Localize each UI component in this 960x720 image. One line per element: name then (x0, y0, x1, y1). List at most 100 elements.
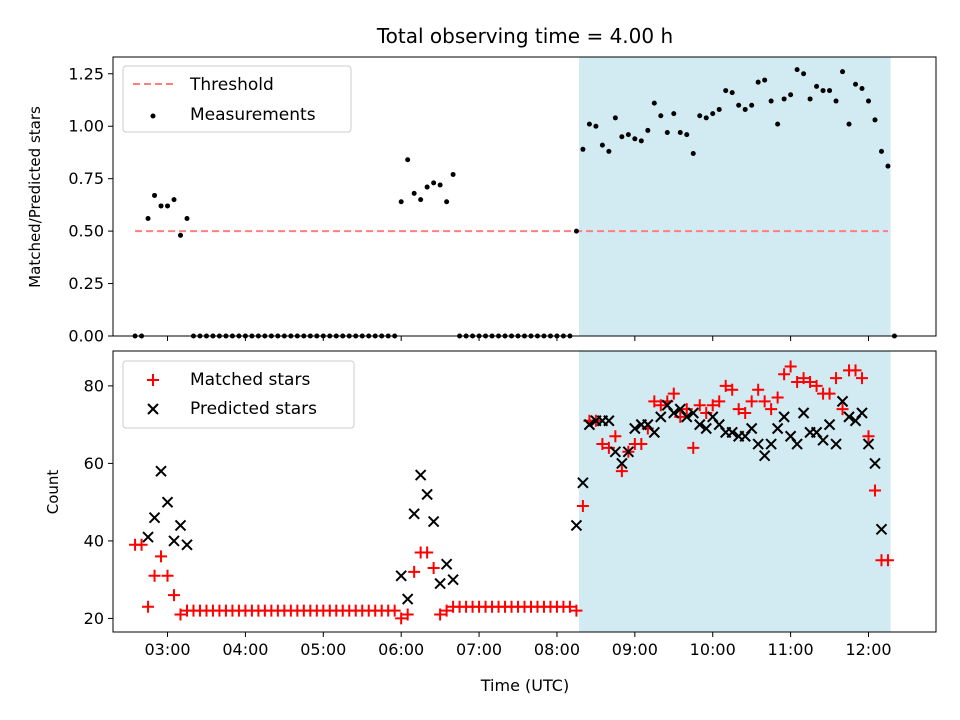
matched-star-point (440, 604, 453, 617)
matched-star-point (596, 438, 609, 451)
measurement-point (411, 190, 417, 196)
x-tick-label: 11:00 (768, 640, 814, 659)
measurement-point (762, 77, 768, 83)
measurement-point (872, 117, 878, 123)
predicted-star-point (395, 570, 407, 582)
matched-star-point (609, 430, 622, 443)
matched-star-point (648, 395, 661, 408)
matched-star-point (135, 538, 148, 551)
measurement-point (710, 111, 716, 117)
matched-star-point (849, 364, 862, 377)
predicted-star-point (421, 488, 433, 501)
measurement-point (749, 102, 755, 108)
bottom-x-ticks: 03:00 04:00 05:00 06:00 07:00 08:00 09:00 10:00… (144, 632, 892, 659)
matched-star-point (174, 608, 187, 621)
matched-star-point (836, 403, 849, 416)
measurement-point (606, 148, 612, 154)
measurement-point (619, 134, 625, 140)
predicted-star-point (148, 511, 161, 524)
measurement-point (632, 136, 638, 142)
x-tick-label: 08:00 (534, 640, 580, 659)
matched-star-point (635, 438, 648, 451)
matched-star-point (654, 399, 667, 412)
matched-star-point (778, 368, 791, 381)
measurement-point (580, 146, 586, 152)
predicted-star-point (408, 508, 420, 520)
matched-star-point (142, 600, 155, 613)
predicted-star-point (622, 446, 635, 458)
bottom-y-ticks: 20 40 60 80 (84, 376, 113, 628)
measurement-point (840, 69, 846, 75)
predicted-star-point (155, 465, 167, 477)
measurement-point (716, 106, 722, 112)
top-legend-box (122, 65, 352, 133)
predicted-star-point (629, 422, 641, 435)
predicted-star-point (440, 558, 453, 570)
x-tick-label: 06:00 (378, 640, 424, 659)
bottom-y-axis-label: Count (44, 470, 62, 515)
predicted-star-point (570, 519, 583, 532)
top-x-ticks (167, 336, 869, 341)
y-tick-label: 20 (84, 609, 104, 628)
predicted-star-point (434, 577, 446, 590)
predicted-star-point (168, 535, 180, 547)
matched-star-point (563, 600, 576, 613)
predicted-star-point (609, 446, 622, 458)
matched-star-point (771, 391, 784, 404)
matched-star-point (388, 604, 401, 617)
matched-star-point (791, 376, 804, 389)
measurement-point (878, 148, 884, 154)
measurement-point (788, 92, 794, 98)
y-tick-label: 1.00 (68, 117, 104, 136)
matched-star-point (868, 484, 881, 497)
matched-star-point (687, 441, 700, 454)
measurement-point (171, 197, 177, 203)
top-panel: 0.00 0.25 0.50 0.75 1.00 1.25 Total observing… (26, 24, 937, 346)
bottom-legend: Matched stars Predicted stars (122, 360, 355, 429)
measurement-point (599, 142, 605, 148)
x-tick-label: 05:00 (300, 640, 346, 659)
legend-matched-label: Matched stars (190, 370, 310, 390)
x-tick-label: 10:00 (690, 640, 736, 659)
measurement-point (885, 163, 891, 169)
predicted-star-point (797, 407, 810, 419)
predicted-star-point (161, 496, 174, 508)
x-tick-label: 09:00 (612, 640, 658, 659)
measurement-point (755, 79, 761, 85)
predicted-star-point (583, 418, 596, 431)
measurement-point (444, 199, 450, 205)
matched-star-point (395, 612, 408, 625)
predicted-star-point (856, 407, 868, 419)
predicted-star-point (823, 418, 836, 431)
matched-star-point (719, 379, 732, 392)
matched-star-point (576, 500, 589, 513)
measurement-point (184, 216, 190, 222)
matched-star-point (421, 546, 434, 559)
predicted-star-point (447, 573, 459, 586)
measurement-point (573, 228, 579, 234)
measurement-point (781, 96, 787, 102)
predicted-star-point (694, 418, 706, 431)
top-highlight-span (579, 57, 891, 336)
measurement-point (801, 71, 807, 77)
measurement-point (658, 113, 664, 119)
predicted-star-point (875, 523, 888, 535)
measurement-point (178, 232, 184, 238)
matched-star-point (726, 383, 739, 396)
measurement-point (431, 180, 437, 186)
matched-star-point (401, 608, 414, 621)
measurement-point (703, 115, 709, 121)
matched-star-point (862, 430, 875, 443)
predicted-star-point (862, 438, 875, 450)
measurement-point (638, 138, 644, 144)
measurement-point (593, 123, 599, 129)
matched-star-point (881, 554, 894, 567)
measurement-point (450, 171, 456, 177)
legend-measurements-swatch (150, 113, 156, 119)
measurement-point (158, 203, 164, 209)
measurement-point (859, 85, 865, 91)
measurement-point (437, 182, 443, 188)
measurement-point (846, 121, 852, 127)
predicted-star-point (687, 407, 699, 419)
